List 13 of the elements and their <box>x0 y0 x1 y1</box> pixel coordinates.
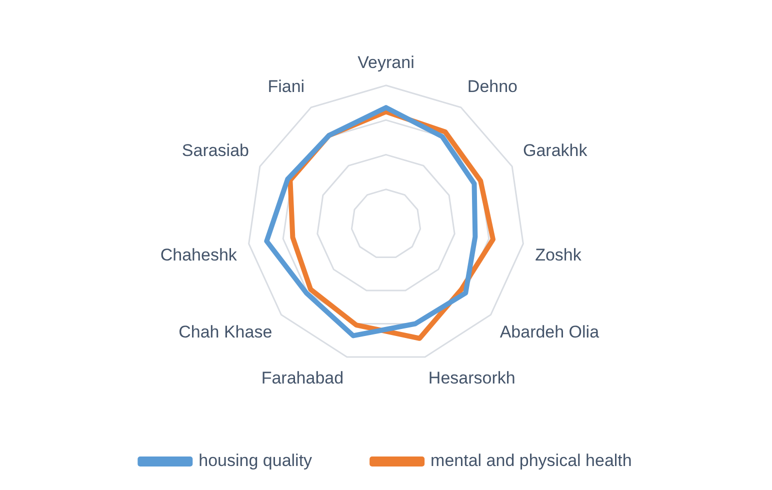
spoke-label: Chah Khase <box>178 322 272 342</box>
legend-label: mental and physical health <box>430 451 632 470</box>
spoke-label: Chaheshk <box>160 245 238 264</box>
spoke-label: Dehno <box>467 76 518 96</box>
spoke-label: Sarasiab <box>182 140 250 160</box>
spoke-label: Fiani <box>268 76 305 96</box>
spoke-label: Zoshk <box>535 245 582 264</box>
spoke-label: Hesarsorkh <box>428 368 516 388</box>
spoke-label: Abardeh Olia <box>500 322 600 342</box>
legend-label: housing quality <box>198 451 313 470</box>
spoke-label: Farahabad <box>261 368 344 388</box>
spoke-label: Veyrani <box>358 52 414 72</box>
spoke-label: Garakhk <box>522 140 588 160</box>
